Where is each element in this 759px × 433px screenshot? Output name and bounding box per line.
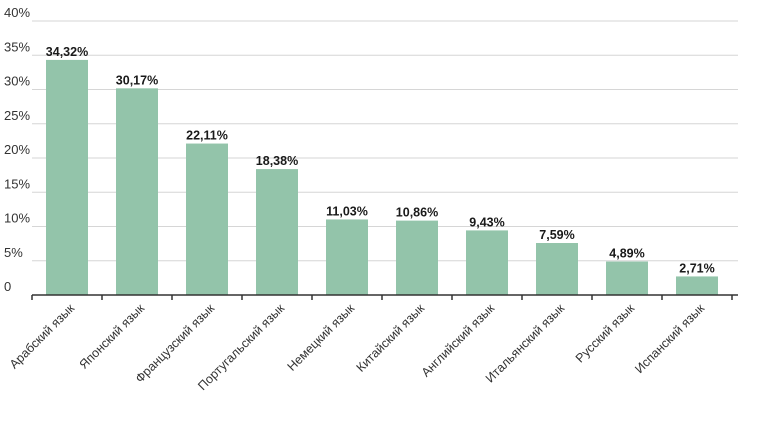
y-tick-label: 20%: [4, 142, 30, 157]
x-tick-label: Английский язык: [419, 301, 498, 380]
bar: [606, 261, 648, 295]
x-tick-label: Русский язык: [573, 301, 638, 366]
y-tick-label: 25%: [4, 108, 30, 123]
data-label: 2,71%: [679, 261, 714, 275]
y-tick-label: 5%: [4, 245, 23, 260]
x-tick-label: Китайский язык: [354, 301, 428, 375]
data-label: 18,38%: [256, 154, 298, 168]
data-label: 4,89%: [609, 247, 644, 261]
data-label: 9,43%: [469, 215, 504, 229]
bars: [46, 59, 718, 295]
x-tick-label: Испанский язык: [632, 301, 707, 376]
bar: [326, 219, 368, 295]
y-tick-label: 40%: [4, 5, 30, 20]
data-label: 11,03%: [326, 204, 368, 218]
x-tick-label: Немецкий язык: [285, 301, 358, 374]
x-tick-label: Арабский язык: [7, 301, 78, 372]
bar: [46, 59, 88, 295]
y-tick-label: 35%: [4, 39, 30, 54]
data-label: 34,32%: [46, 45, 88, 59]
x-tick-label: Японский язык: [77, 301, 148, 372]
bar: [186, 143, 228, 295]
bar: [676, 276, 718, 295]
data-label: 30,17%: [116, 73, 158, 87]
bar: [536, 243, 578, 295]
y-tick-label: 15%: [4, 176, 30, 191]
y-tick-label: 30%: [4, 74, 30, 89]
bar: [116, 88, 158, 295]
y-tick-label: 10%: [4, 211, 30, 226]
data-labels: 34,32% 30,17% 22,11% 18,38% 11,03% 10,86% 9,43…: [46, 45, 715, 276]
bar: [256, 169, 298, 295]
data-label: 10,86%: [396, 206, 438, 220]
y-tick-label: 0: [4, 279, 11, 294]
bar: [466, 230, 508, 295]
bar: [396, 220, 438, 295]
data-label: 22,11%: [186, 129, 228, 143]
data-label: 7,59%: [539, 228, 574, 242]
x-tick-label: Итальянский язык: [483, 301, 568, 386]
y-axis-ticks: 0 5% 10% 15% 20% 25% 30% 35% 40%: [4, 5, 30, 294]
